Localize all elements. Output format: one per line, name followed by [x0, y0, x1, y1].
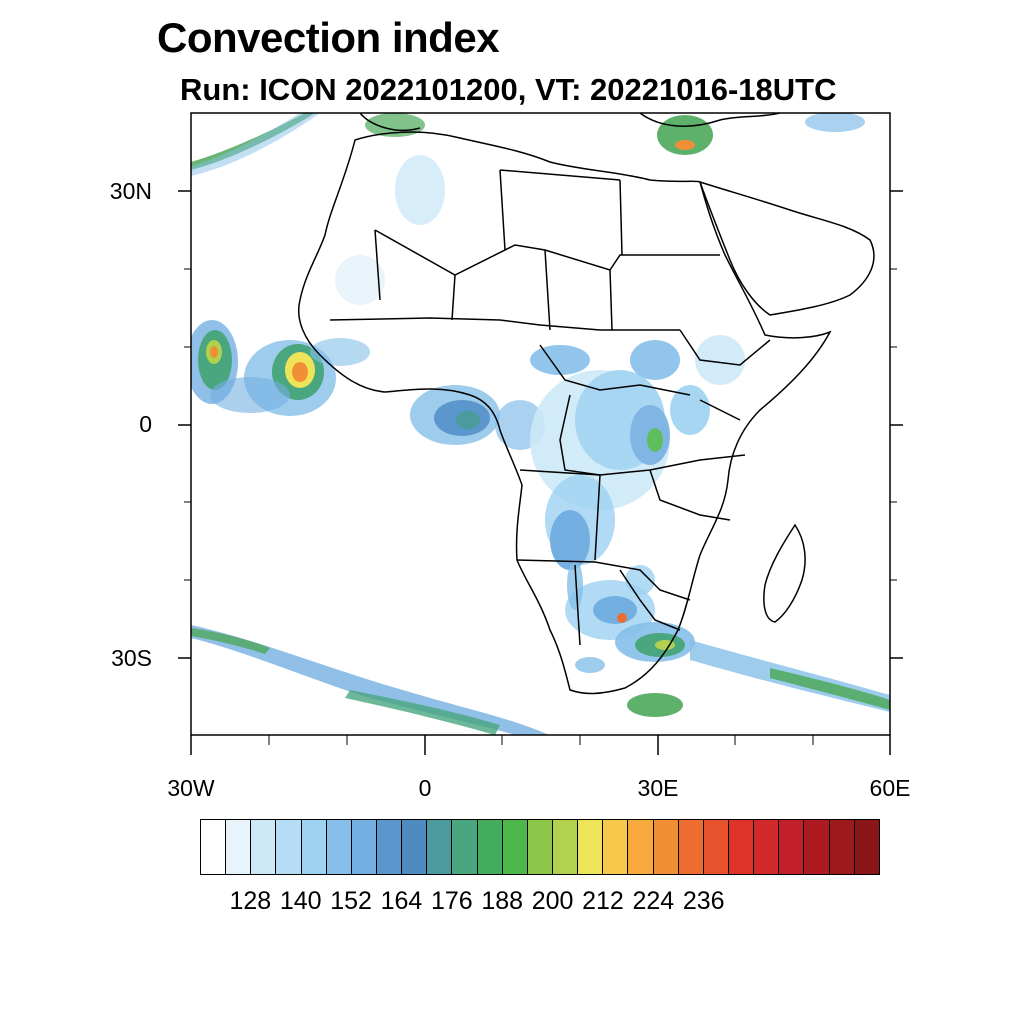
colorbar-swatch	[301, 820, 327, 874]
colorbar-swatch	[854, 820, 879, 874]
lon-label-30e: 30E	[637, 775, 679, 801]
plot-frame	[178, 112, 903, 755]
lon-label-0: 0	[418, 775, 432, 801]
colorbar-tick-label: 200	[531, 887, 574, 915]
colorbar-swatch	[226, 820, 252, 874]
colorbar-swatch	[427, 820, 453, 874]
colorbar-tick-label: 128	[229, 887, 272, 915]
field-southern-africa	[545, 475, 695, 717]
field-south-atlantic-band	[191, 625, 550, 735]
colorbar-swatch	[276, 820, 302, 874]
lat-label-0: 0	[139, 411, 152, 437]
colorbar-tick-label: 140	[279, 887, 322, 915]
colorbar	[200, 819, 880, 875]
colorbar-tick-label: 176	[430, 887, 473, 915]
colorbar-swatch	[804, 820, 830, 874]
colorbar-swatch	[402, 820, 428, 874]
coastlines	[298, 113, 875, 695]
colorbar-tick-label: 164	[380, 887, 423, 915]
colorbar-tick-label: 224	[632, 887, 675, 915]
colorbar-swatch	[502, 820, 528, 874]
lat-label-30s: 30S	[111, 645, 152, 671]
colorbar-swatch	[251, 820, 277, 874]
colorbar-swatch	[552, 820, 579, 874]
field-central-africa	[530, 335, 745, 510]
lat-label-30n: 30N	[109, 178, 152, 204]
colorbar-swatch	[351, 820, 377, 874]
colorbar-swatch	[326, 820, 352, 874]
field-gulf-of-guinea	[410, 385, 545, 450]
colorbar-swatch	[779, 820, 805, 874]
colorbar-swatch	[578, 820, 604, 874]
colorbar-swatch	[452, 820, 478, 874]
convection-field	[191, 113, 890, 735]
colorbar-swatch	[829, 820, 855, 874]
lon-label-60e: 60E	[869, 775, 911, 801]
lon-label-30w: 30W	[167, 775, 215, 801]
field-west-africa-coast	[191, 320, 370, 416]
plot-subtitle: Run: ICON 2022101200, VT: 20221016-18UTC	[180, 72, 837, 107]
colorbar-tick-label: 152	[330, 887, 372, 915]
field-indian-ocean-band	[690, 640, 890, 712]
colorbar-swatch	[728, 820, 755, 874]
colorbar-swatch	[603, 820, 629, 874]
colorbar-swatch	[754, 820, 780, 874]
colorbar-tick-label: 236	[682, 887, 725, 915]
colorbar-swatch	[527, 820, 553, 874]
colorbar-swatch	[703, 820, 729, 874]
colorbar-swatch	[653, 820, 679, 874]
colorbar-swatch	[477, 820, 503, 874]
colorbar-tick-label: 212	[582, 887, 624, 915]
colorbar-swatch	[628, 820, 654, 874]
plot-title: Convection index	[157, 14, 500, 61]
colorbar-swatch	[678, 820, 704, 874]
colorbar-swatch	[376, 820, 403, 874]
colorbar-swatch	[201, 820, 227, 874]
colorbar-tick-label: 188	[481, 887, 524, 915]
